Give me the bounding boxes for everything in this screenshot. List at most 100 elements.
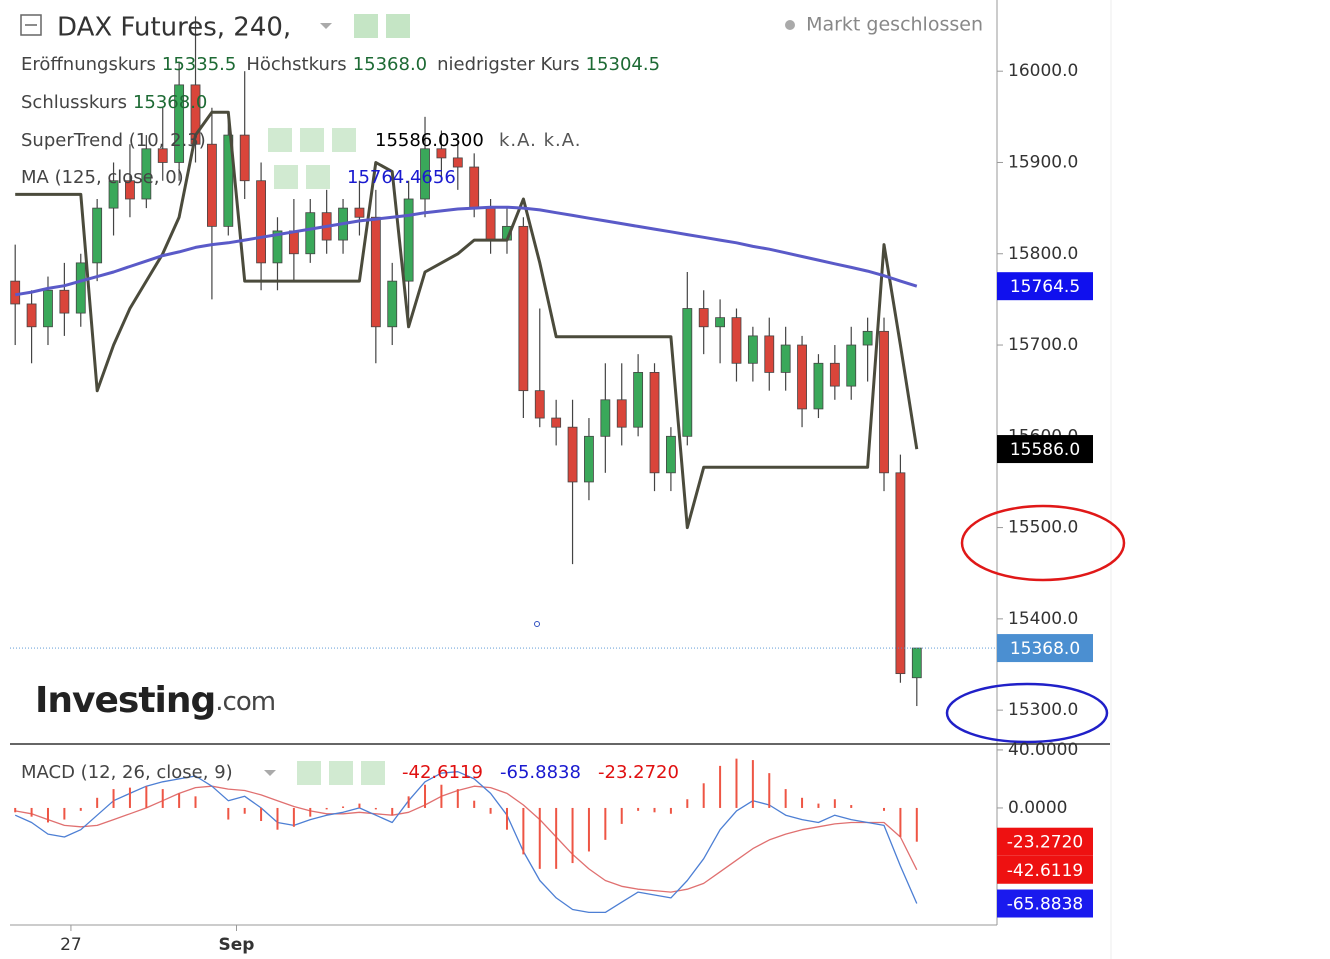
- watermark-brand: Investing: [35, 680, 215, 721]
- price-tag: [997, 634, 1093, 663]
- indicator-name: SuperTrend (10, 2.3): [21, 130, 206, 151]
- x-tick-label: Sep: [219, 935, 255, 955]
- candle-body: [698, 308, 709, 328]
- histogram-bar: [768, 773, 771, 808]
- histogram-bar: [522, 807, 525, 855]
- candle-body: [288, 230, 299, 255]
- price-tag-label: 15764.5: [1010, 277, 1080, 297]
- histogram-bar: [325, 807, 328, 810]
- eye-icon[interactable]: [354, 14, 378, 38]
- candle-body: [731, 317, 742, 364]
- histogram-bar: [784, 789, 787, 808]
- plot-area: [10, 16, 997, 914]
- candle-body: [436, 148, 447, 159]
- candle-body: [616, 399, 627, 428]
- histogram-bar: [850, 805, 853, 808]
- candle-body: [764, 335, 775, 373]
- y-tick-label: 16000.0: [1008, 61, 1078, 81]
- candle-body: [715, 317, 725, 328]
- candle-body: [682, 308, 693, 437]
- histogram-bar: [751, 760, 754, 808]
- candle-body: [452, 157, 463, 168]
- candle-body: [485, 207, 496, 241]
- close-icon[interactable]: [306, 165, 330, 189]
- candle-body: [43, 289, 53, 328]
- dropdown[interactable]: [264, 770, 276, 776]
- histogram-bar: [391, 807, 394, 816]
- candle-body: [10, 280, 21, 305]
- candle-body: [747, 335, 758, 364]
- candle-body: [846, 344, 857, 387]
- histogram-bar: [424, 784, 427, 808]
- candle-body: [370, 216, 381, 328]
- candle-body: [534, 390, 545, 419]
- histogram-bar: [473, 800, 476, 808]
- candle-body: [879, 330, 889, 474]
- dropdown[interactable]: [320, 23, 332, 29]
- histogram-bar: [96, 797, 99, 808]
- candle-body: [813, 362, 824, 410]
- histogram-bar: [374, 807, 377, 810]
- macd-value: -23.2720: [598, 762, 679, 783]
- candle-body: [911, 647, 922, 679]
- candle-body: [26, 303, 37, 328]
- close-icon[interactable]: [332, 128, 356, 152]
- candle-body: [207, 143, 217, 227]
- histogram-bar: [456, 789, 459, 808]
- candle-body: [141, 148, 152, 200]
- histogram-bar: [292, 807, 295, 827]
- histogram-bar: [14, 807, 17, 813]
- gear-icon[interactable]: [274, 165, 298, 189]
- histogram-bar: [604, 807, 607, 840]
- histogram-bar: [489, 807, 492, 814]
- candle-body: [551, 417, 562, 428]
- candle-body: [633, 372, 644, 428]
- watermark-suffix: .com: [215, 687, 275, 717]
- candle-body: [354, 207, 365, 218]
- price-tag: [997, 827, 1093, 856]
- series-line: [15, 785, 918, 893]
- gear-icon[interactable]: [300, 128, 324, 152]
- eye-icon[interactable]: [268, 128, 292, 152]
- y-tick-label: 40.0000: [1008, 740, 1078, 760]
- histogram-bar: [883, 807, 886, 811]
- candle-body: [862, 330, 873, 346]
- price-tag: [997, 889, 1093, 918]
- eye-icon[interactable]: [297, 761, 321, 785]
- indicator-value: 15764.4656: [347, 167, 456, 188]
- legend-label: Eröffnungskurs: [21, 54, 156, 75]
- chart-title: DAX Futures, 240,: [57, 13, 291, 43]
- histogram-bar: [145, 786, 148, 808]
- histogram-bar: [587, 807, 590, 852]
- macd-title: MACD (12, 26, close, 9): [21, 762, 233, 783]
- candle-body: [190, 84, 201, 145]
- histogram-bar: [653, 807, 656, 813]
- series-line: [14, 205, 918, 297]
- watermark: Investing.com: [35, 680, 275, 721]
- histogram-bar: [79, 807, 82, 811]
- gear-icon[interactable]: [386, 14, 410, 38]
- y-tick-label: 15400.0: [1008, 609, 1078, 629]
- histogram-bar: [260, 807, 263, 822]
- histogram-bar: [719, 765, 722, 808]
- collapse-icon[interactable]: [20, 14, 42, 36]
- y-tick-label: 0.0000: [1008, 798, 1067, 818]
- histogram-bar: [702, 783, 705, 808]
- series-line: [15, 110, 919, 530]
- histogram-bar: [801, 797, 804, 808]
- histogram-bar: [342, 806, 345, 808]
- price-tag-label: 15586.0: [1010, 440, 1080, 460]
- candle-body: [157, 148, 168, 163]
- histogram-bar: [669, 807, 672, 814]
- gear-icon[interactable]: [329, 761, 353, 785]
- price-tag: [997, 435, 1093, 464]
- histogram-bar: [309, 807, 312, 817]
- histogram-bar: [571, 807, 574, 864]
- legend-label: Schlusskurs: [21, 92, 127, 113]
- close-icon[interactable]: [361, 761, 385, 785]
- candle-body: [108, 180, 119, 209]
- indicator-value: 15586.0300: [375, 130, 484, 151]
- legend-label: niedrigster Kurs: [437, 54, 579, 75]
